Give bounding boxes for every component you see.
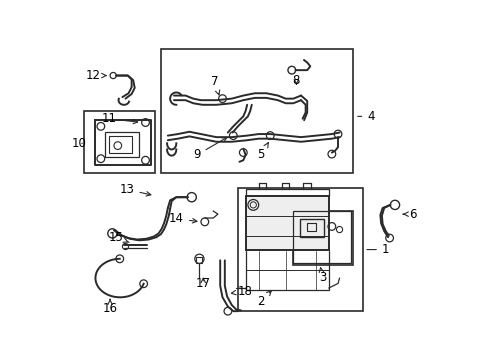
Bar (293, 211, 353, 265)
Bar (238, 188, 362, 311)
Text: 9: 9 (193, 138, 226, 161)
Text: 4: 4 (357, 110, 374, 123)
Bar (306, 223, 316, 231)
Text: 15: 15 (109, 231, 129, 244)
Text: 11: 11 (101, 112, 138, 125)
Text: 6: 6 (403, 208, 415, 221)
Bar (161, 49, 353, 172)
Bar (245, 195, 328, 249)
Text: 16: 16 (102, 300, 117, 315)
Text: 13: 13 (120, 183, 150, 196)
Text: 7: 7 (211, 75, 219, 95)
Text: 5: 5 (257, 143, 268, 161)
Text: 10: 10 (71, 137, 86, 150)
Text: 12: 12 (85, 69, 106, 82)
Bar (196, 257, 202, 264)
Bar (104, 132, 139, 157)
Text: 17: 17 (195, 277, 210, 290)
Bar (108, 136, 131, 153)
Text: 2: 2 (257, 291, 271, 308)
Text: 3: 3 (318, 267, 325, 284)
Text: 8: 8 (292, 74, 300, 87)
Bar (84, 111, 154, 172)
Text: 14: 14 (169, 212, 197, 225)
Text: 18: 18 (231, 285, 252, 298)
Bar (299, 219, 324, 237)
Text: 1: 1 (366, 243, 388, 256)
Bar (293, 211, 350, 264)
